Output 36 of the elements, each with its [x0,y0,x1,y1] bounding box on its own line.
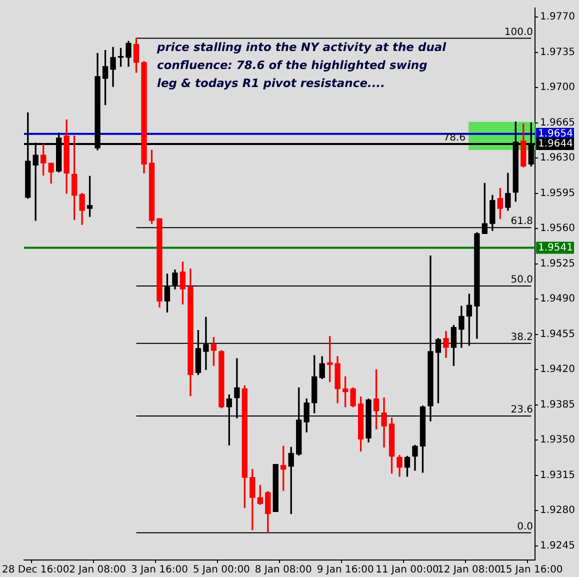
annotation: 100.0 [504,26,534,38]
x-tick-label: 8 Jan 08:00 [254,564,312,576]
annotation: price stalling into the NY activity at the dual confluence: 78.6 of the highlighted swing leg & todays R1 pivot resistance.... [157,39,447,92]
y-tick-label: 1.9560 [540,223,576,234]
y-tick-label: 1.9700 [540,82,576,94]
y-tick-label: 1.9665 [540,117,576,128]
y-tick-label: 1.9595 [540,188,576,199]
y-tick-label: 1.9630 [540,152,576,164]
y-tick-label: 1.9735 [540,46,576,58]
x-tick-label: 28 Dec 16:00 [2,564,70,576]
x-tick-label: 5 Jan 00:00 [192,564,250,576]
annotation: 61.8 [510,216,534,228]
x-tick-label: 3 Jan 16:00 [131,564,188,576]
y-tick-label: 1.9350 [540,434,576,446]
y-tick-label: 1.9525 [540,258,576,270]
y-tick-label: 1.9770 [540,12,576,23]
y-tick-label: 1.9385 [540,399,576,410]
ref-line-label: 1.9541 [538,242,574,254]
annotation: 0.0 [517,521,534,532]
y-tick-label: 1.9455 [540,328,576,340]
x-tick-label: 2 Jan 08:00 [69,564,126,576]
annotation: 38.2 [510,332,534,344]
y-tick-label: 1.9315 [540,470,576,481]
x-tick-label: 11 Jan 00:00 [376,564,439,576]
annotation: 23.6 [510,404,534,416]
annotation: 78.6 [443,132,466,144]
x-tick-label: 9 Jan 16:00 [316,564,374,576]
x-tick-label: 15 Jan 16:00 [499,564,563,576]
y-tick-label: 1.9280 [540,505,576,516]
y-tick-label: 1.9245 [540,540,576,552]
ref-line-label: 1.9644 [538,138,574,150]
y-tick-label: 1.9420 [540,364,576,376]
ref-line-label: 1.9654 [538,128,574,140]
y-tick-label: 1.9490 [540,294,576,305]
annotation: 50.0 [510,274,534,286]
x-tick-label: 12 Jan 08:00 [438,564,501,576]
